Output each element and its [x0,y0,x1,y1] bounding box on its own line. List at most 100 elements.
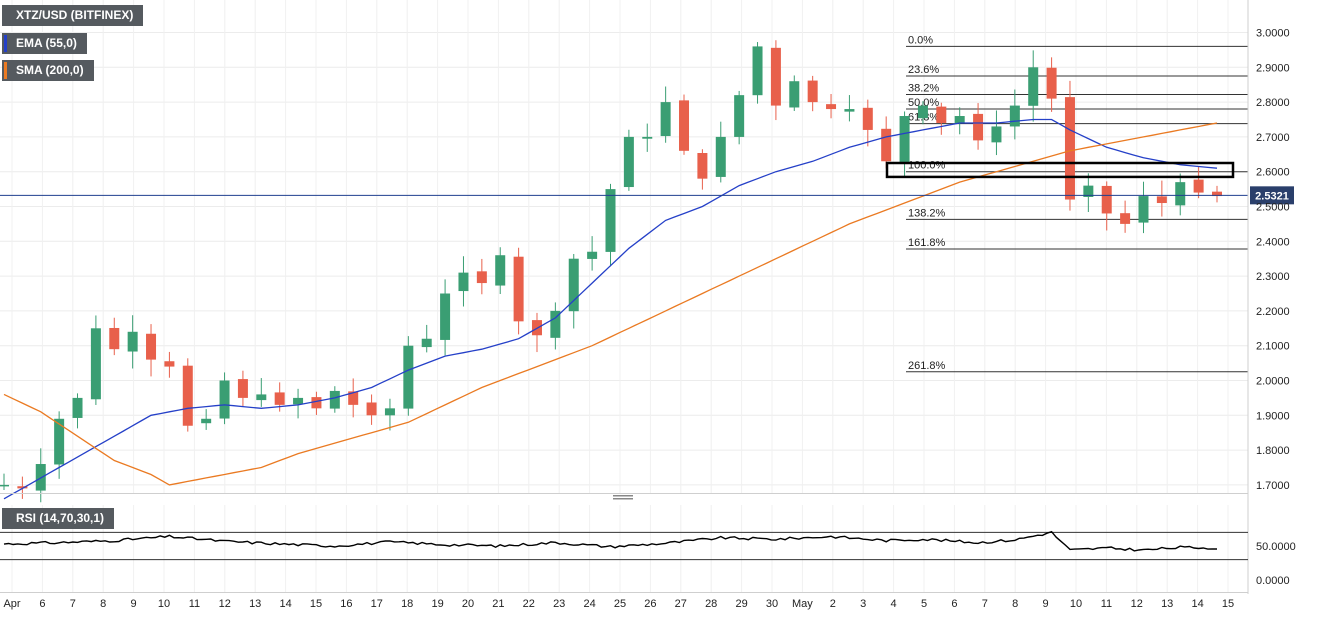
candle-up [256,394,267,401]
fib-label: 161.8% [908,237,946,249]
x-tick-label: 3 [860,598,866,610]
candle-down [1120,213,1131,224]
x-tick-label: 13 [1161,598,1173,610]
y-tick-label: 3.0000 [1256,28,1290,40]
x-tick-label: 10 [158,598,170,610]
candle-down [881,128,892,162]
candle-up [293,397,304,405]
candle-up [403,345,414,409]
candle-down [936,106,947,123]
candle-down [17,486,28,489]
x-tick-label: 21 [492,598,504,610]
x-tick-label: 8 [100,598,106,610]
fib-label: 138.2% [908,207,946,219]
sma-swatch [4,62,7,79]
candle-up [201,418,212,424]
candle-down [146,333,157,360]
x-tick-label: 2 [830,598,836,610]
y-tick-label: 2.9000 [1256,62,1290,74]
candle-up [458,272,469,292]
x-tick-label: 18 [401,598,413,610]
fib-label: 261.8% [908,360,946,372]
legend-rsi-label: RSI (14,70,30,1) [16,511,105,525]
candle-up [421,338,432,348]
x-tick-label: 27 [675,598,687,610]
candle-up [623,136,634,188]
y-tick-label: 2.1000 [1256,341,1290,353]
x-tick-label: 29 [735,598,747,610]
candle-up [329,390,340,409]
candle-up [1175,182,1186,206]
x-tick-label: 26 [644,598,656,610]
x-tick-label: 13 [249,598,261,610]
candle-up [0,484,9,487]
ema-line [3,118,1218,500]
y-tick-label: 2.5000 [1256,202,1290,214]
candle-up [127,331,138,352]
x-tick-label: 25 [614,598,626,610]
y-tick-label: 2.6000 [1256,167,1290,179]
candle-up [991,126,1002,143]
candle-down [1064,97,1075,200]
y-tick-label: 1.9000 [1256,410,1290,422]
x-tick-label: 9 [131,598,137,610]
candle-up [1083,185,1094,197]
x-tick-label: May [792,598,813,610]
candle-up [219,380,230,419]
candle-down [476,271,487,284]
x-tick-label: 14 [279,598,291,610]
x-tick-label: 7 [982,598,988,610]
candle-up [605,189,616,252]
candle-up [54,418,65,465]
candle-down [237,379,248,398]
candle-down [1193,179,1204,193]
candle-down [348,391,359,405]
candle-up [90,328,101,400]
candle-up [954,116,965,124]
candle-down [311,397,322,409]
candle-up [917,105,928,119]
candle-up [734,95,745,137]
x-tick-label: 20 [462,598,474,610]
y-tick-label: 2.3000 [1256,271,1290,283]
x-tick-label: 15 [310,598,322,610]
candle-up [844,109,855,112]
legend-ema: EMA (55,0) [2,33,87,54]
candle-down [1101,185,1112,214]
x-tick-label: 17 [371,598,383,610]
fib-label: 23.6% [908,64,939,76]
candle-up [660,102,671,137]
x-tick-label: 19 [431,598,443,610]
candle-down [513,256,524,322]
rsi-line [3,530,1217,552]
candle-down [679,100,690,151]
x-tick-label: 4 [891,598,897,610]
x-tick-label: 11 [189,598,200,610]
candle-up [642,136,653,139]
current-price-label: 2.5321 [1255,190,1289,202]
candle-up [1138,196,1149,223]
x-tick-label: 12 [219,598,231,610]
x-tick-label: 12 [1131,598,1143,610]
candle-up [1028,67,1039,106]
x-tick-label: Apr [3,598,20,610]
x-tick-label: 23 [553,598,565,610]
candle-down [274,392,285,405]
y-tick-label: 2.4000 [1256,236,1290,248]
x-tick-label: 7 [70,598,76,610]
candle-up [384,408,395,416]
sma-line [3,122,1218,486]
candle-up [715,136,726,177]
x-tick-label: 15 [1222,598,1234,610]
rsi-y-tick-label: 50.0000 [1256,541,1296,553]
candle-down [807,80,818,103]
candle-down [109,327,120,350]
x-tick-label: 28 [705,598,717,610]
y-tick-label: 1.8000 [1256,445,1290,457]
legend-symbol: XTZ/USD (BITFINEX) [2,5,144,26]
candle-up [587,251,598,259]
candle-down [1212,191,1222,197]
candle-down [1156,196,1167,204]
legend-symbol-label: XTZ/USD (BITFINEX) [16,8,134,22]
